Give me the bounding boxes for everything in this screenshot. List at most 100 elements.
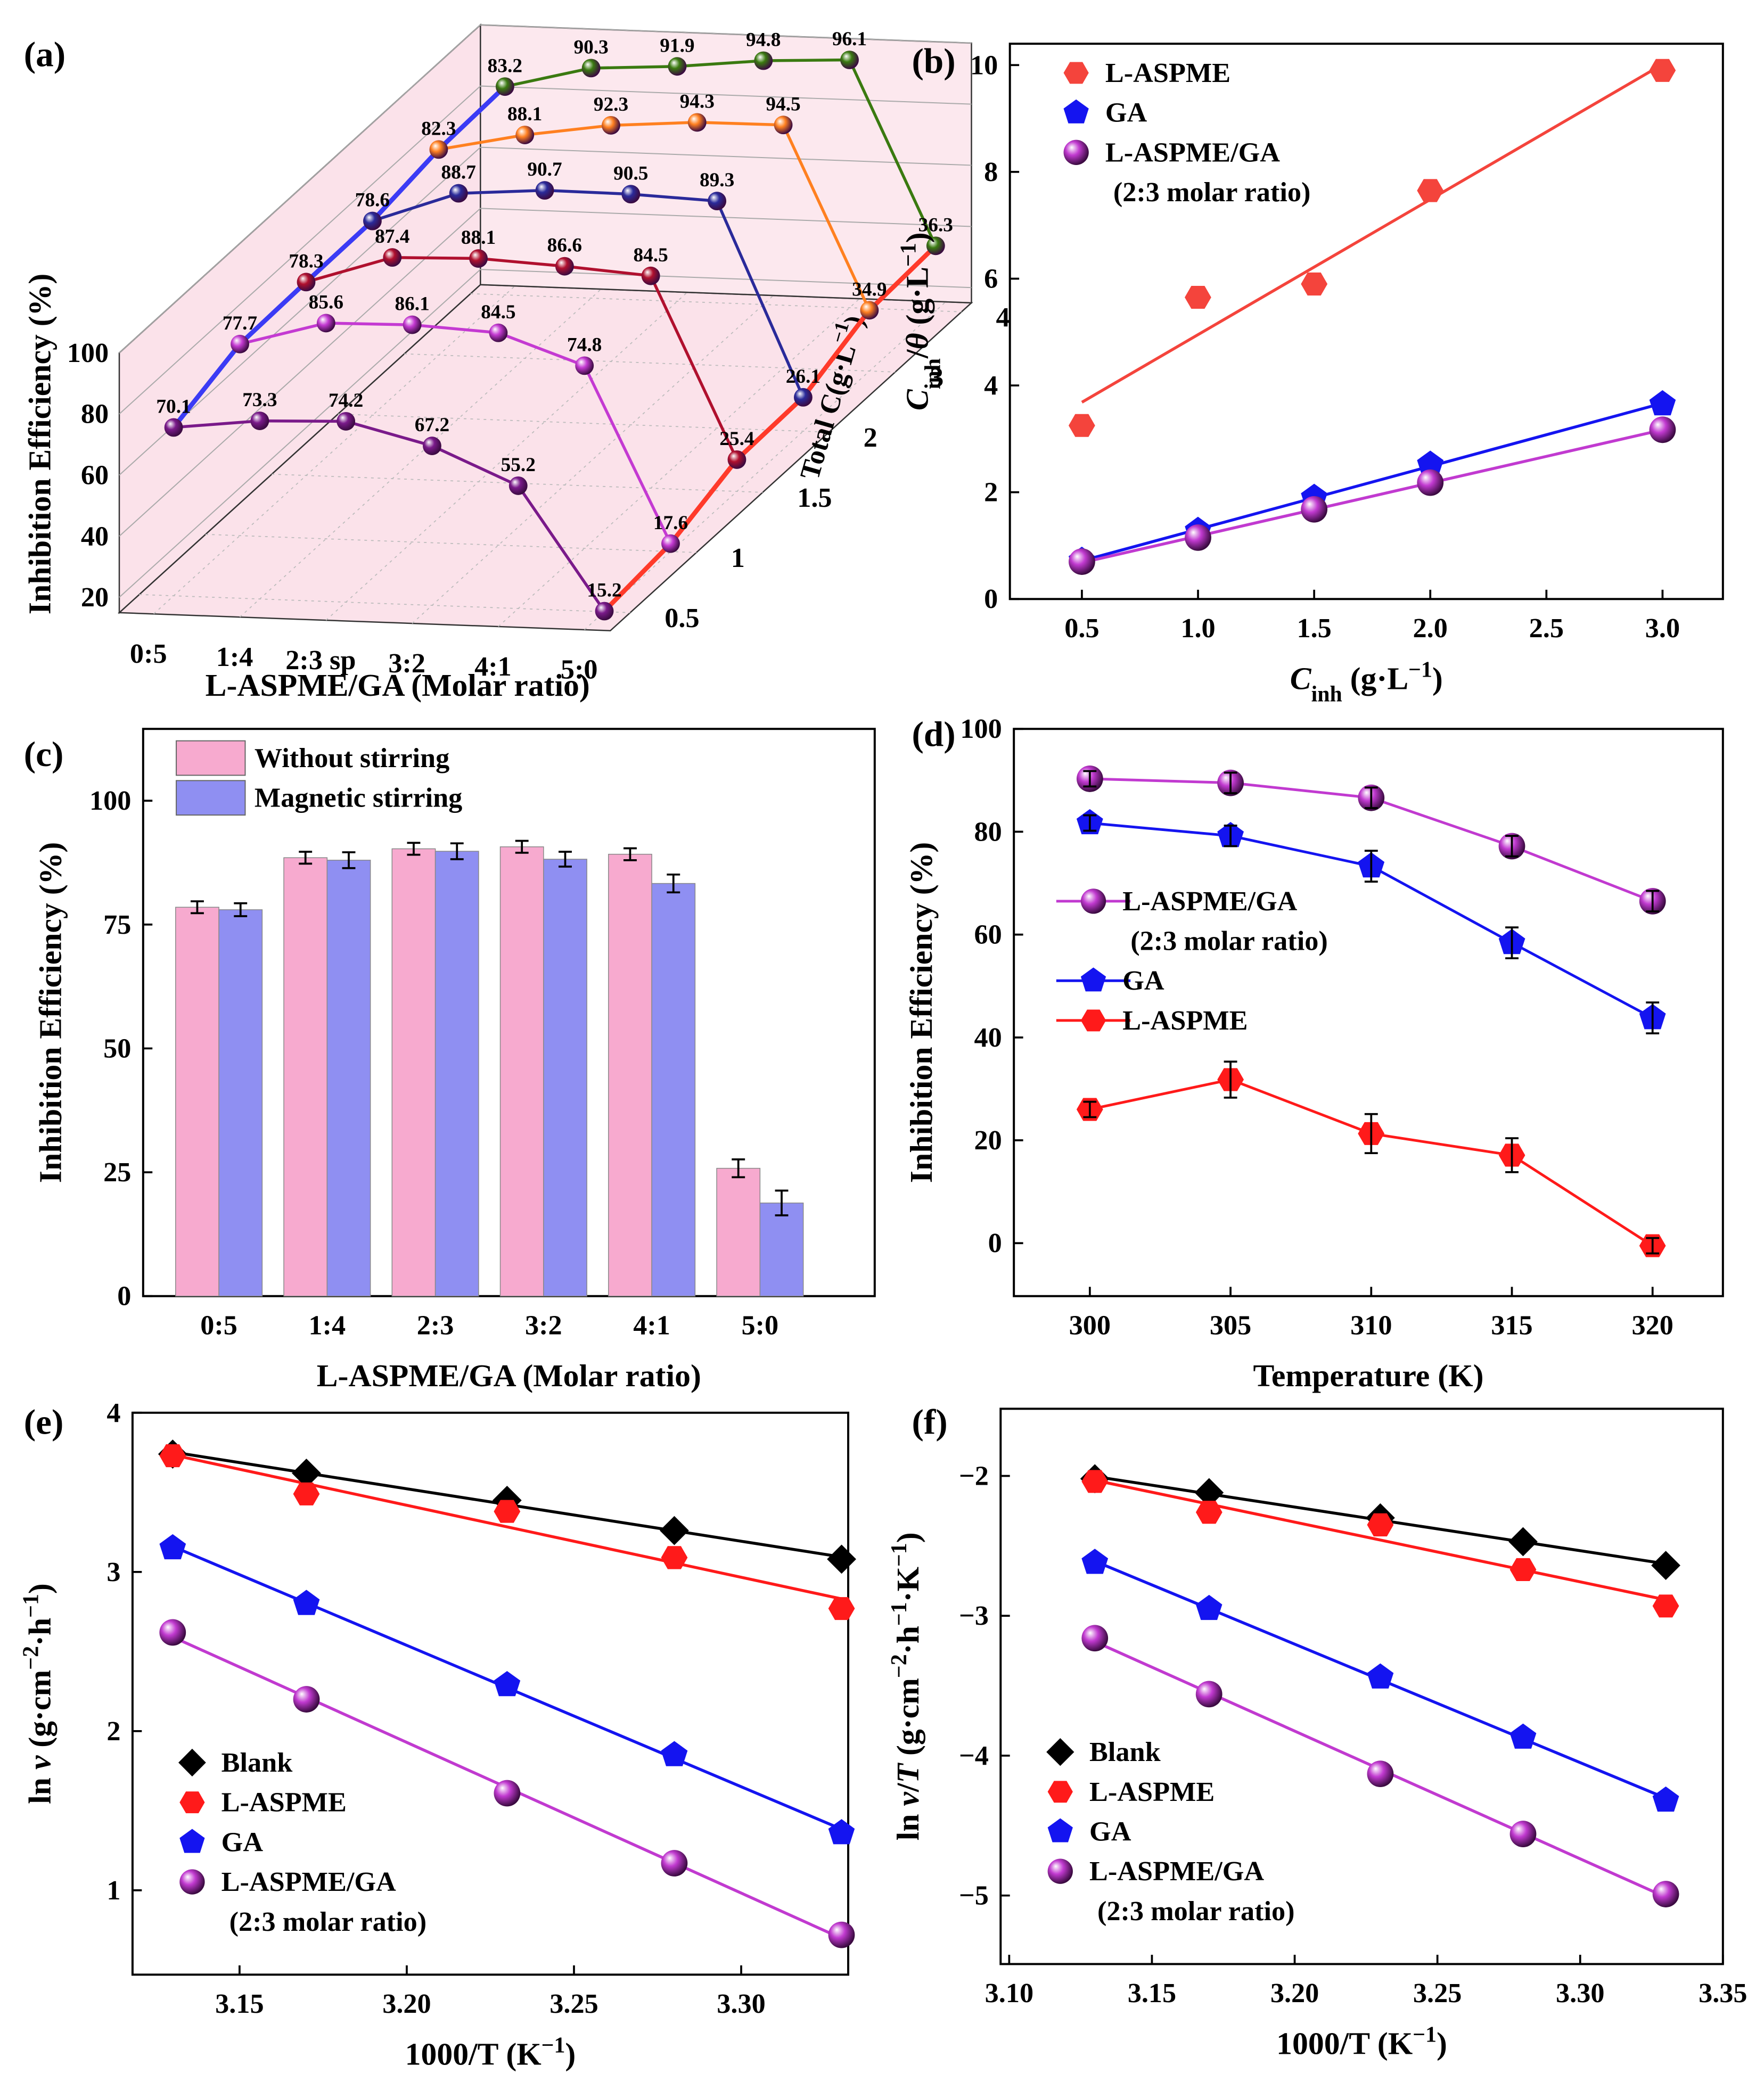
x-tick-label: 2:3 (417, 1310, 454, 1340)
data-point (1649, 59, 1676, 82)
data-point (1652, 1881, 1679, 1907)
x-tick-label: 3.30 (1556, 1978, 1604, 2009)
label-part: 1000/T (K (405, 2037, 541, 2072)
x-tick-label: 1.0 (1180, 613, 1215, 644)
data-point (1652, 1594, 1679, 1618)
label-part: −1 (1413, 2023, 1437, 2047)
data-point (1195, 1594, 1223, 1620)
legend-label: L-ASPME (221, 1787, 347, 1818)
y-tick-label: 1 (106, 1875, 120, 1906)
series-line (306, 256, 739, 460)
data-point (337, 412, 356, 431)
x-tick-label: 3.20 (1270, 1978, 1319, 2009)
data-label: 78.3 (289, 250, 323, 272)
error-bar (732, 1158, 745, 1179)
x-axis-label: L-ASPME/GA (Molar ratio) (206, 668, 590, 703)
bar (499, 846, 544, 1297)
data-point (1649, 416, 1676, 443)
data-point (840, 51, 859, 69)
data-label: 25.4 (719, 428, 754, 450)
data-label: 67.2 (415, 414, 449, 436)
y-tick-label: 0 (984, 583, 998, 614)
label-part: ) (890, 1532, 925, 1543)
y-tick-label: 0 (117, 1281, 131, 1312)
error-bar (450, 842, 464, 860)
x-tick-label: 4:1 (474, 651, 512, 682)
data-point (449, 184, 468, 203)
grid-line (325, 292, 688, 621)
bar (326, 860, 371, 1297)
error-bar (1224, 824, 1237, 847)
data-point (1652, 1786, 1679, 1812)
y-tick-label: 10 (970, 50, 998, 80)
data-point (1301, 272, 1328, 296)
panel-label: (a) (24, 34, 65, 74)
data-label: 90.7 (527, 159, 562, 180)
data-point (164, 418, 183, 437)
legend-marker (1063, 99, 1089, 124)
label-part: ln (890, 1806, 925, 1841)
label-part: ·h (890, 1626, 925, 1654)
legend-marker (1063, 139, 1089, 165)
x-tick-label: 3:2 (388, 648, 425, 679)
data-point (1509, 1558, 1537, 1581)
data-label: 88.1 (461, 227, 496, 249)
y-axis-label: Inhibition Efficiency (%) (33, 842, 68, 1183)
y-tick-label: 0 (988, 1228, 1002, 1258)
x-tick-label: 3.30 (717, 1988, 765, 2019)
bar (759, 1203, 804, 1297)
data-point (661, 1741, 688, 1766)
error-bar (1505, 835, 1519, 858)
data-label: 34.9 (852, 278, 887, 300)
data-label: 96.1 (832, 28, 867, 50)
grid-line (153, 285, 515, 614)
data-point (1509, 1723, 1537, 1749)
data-point (297, 273, 316, 292)
label-part: (g·L (899, 267, 934, 333)
data-point (250, 412, 269, 431)
y-tick-label: 4 (984, 370, 998, 401)
x-tick-label: 0.5 (1064, 613, 1099, 644)
grid-line (119, 146, 972, 476)
data-point (555, 257, 574, 276)
y-tick-label: 3 (106, 1557, 120, 1587)
x-axis-label: L-ASPME/GA (Molar ratio) (317, 1358, 701, 1393)
x-tick-label: 1:4 (309, 1310, 346, 1340)
data-point (363, 211, 382, 231)
grid-line (205, 533, 697, 553)
label-part: v (890, 1791, 925, 1806)
x-tick-label: 3.15 (215, 1988, 264, 2019)
data-point (494, 1671, 521, 1697)
z-tick-label: 3 (930, 362, 943, 393)
fit-line (1081, 401, 1663, 563)
y-tick-label: 4 (106, 1397, 120, 1428)
x-tick-label: 3.35 (1699, 1978, 1747, 2009)
grid-line (338, 413, 829, 433)
data-point (231, 334, 249, 353)
grid-line (119, 269, 972, 598)
panel-label: (c) (24, 734, 64, 774)
data-label: 88.7 (441, 162, 476, 184)
legend-marker (179, 1829, 205, 1853)
data-point (827, 1544, 856, 1574)
label-part: −1 (896, 243, 921, 267)
data-point (661, 1850, 688, 1877)
series-line (173, 419, 606, 612)
legend-marker (1080, 888, 1106, 914)
data-label: 90.5 (613, 162, 648, 184)
data-label: 87.4 (375, 226, 409, 248)
data-point (316, 314, 335, 333)
x-tick-label: 305 (1210, 1310, 1251, 1340)
data-label: 15.2 (587, 580, 621, 602)
bar (651, 883, 696, 1297)
label-part: ln (22, 1770, 58, 1804)
x-tick-label: 300 (1069, 1310, 1111, 1340)
data-point (1068, 414, 1095, 437)
y-tick-label: −4 (959, 1740, 989, 1771)
legend-marker (1080, 1009, 1106, 1032)
data-point (1301, 496, 1328, 523)
error-bar (299, 851, 313, 865)
data-label: 90.3 (573, 36, 608, 58)
data-point (708, 192, 727, 211)
